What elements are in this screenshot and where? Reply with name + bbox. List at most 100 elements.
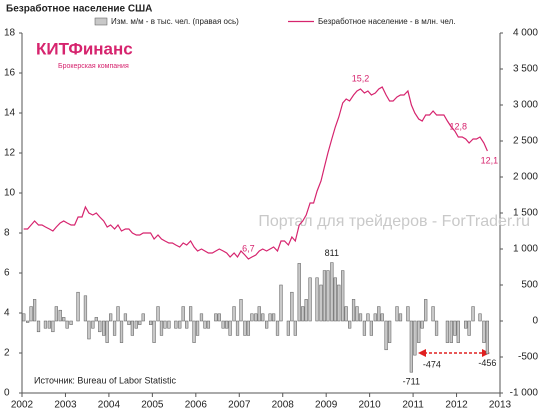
bar <box>293 320 297 336</box>
bar <box>434 320 439 336</box>
bar <box>87 320 91 340</box>
line-label: 15,2 <box>352 73 370 83</box>
y2-tick-label: 500 <box>521 280 538 291</box>
x-tick-label: 2006 <box>185 400 208 411</box>
bar <box>398 313 403 322</box>
bar <box>192 320 196 343</box>
bar <box>54 306 58 322</box>
y2-tick-label: -500 <box>518 352 538 363</box>
bar <box>250 313 254 322</box>
y-tick-label: 0 <box>4 388 10 399</box>
x-tick-label: 2010 <box>359 400 382 411</box>
bar <box>163 320 167 329</box>
y-tick-label: 6 <box>4 268 10 279</box>
logo-name: КИТФинанс <box>36 39 133 58</box>
bar <box>235 320 240 336</box>
bar <box>174 320 178 329</box>
bar <box>127 320 131 325</box>
legend-label: Безработное население - в млн. чел. <box>318 17 456 26</box>
bar <box>43 320 48 329</box>
bar <box>308 277 312 322</box>
bar <box>149 320 153 325</box>
x-tick-label: 2013 <box>489 400 512 411</box>
bar <box>417 320 421 343</box>
y2-tick-label: 2 000 <box>513 172 538 183</box>
bar <box>58 309 62 322</box>
bar-label: -456 <box>478 358 496 368</box>
bar <box>337 284 341 322</box>
bar <box>47 320 51 329</box>
y-tick-label: 14 <box>4 108 16 119</box>
line-label: 12,1 <box>481 155 499 165</box>
bar <box>358 313 363 322</box>
bar <box>167 320 171 329</box>
bar <box>326 270 330 322</box>
bar <box>275 320 280 336</box>
bar <box>467 320 471 336</box>
bar <box>178 320 182 329</box>
bar <box>406 306 410 322</box>
bar <box>388 320 392 343</box>
bar <box>384 320 388 351</box>
y2-tick-label: -1 000 <box>510 388 539 399</box>
bar <box>351 299 356 322</box>
bar <box>76 291 80 322</box>
bar <box>366 313 370 322</box>
bar <box>188 306 193 322</box>
bar-label: -474 <box>423 360 441 370</box>
line-label: 12,8 <box>450 121 468 131</box>
y2-tick-label: 2 500 <box>513 136 538 147</box>
bar <box>243 320 247 336</box>
bar <box>431 306 435 322</box>
bar <box>156 306 160 322</box>
line <box>23 86 488 260</box>
bar <box>116 306 120 322</box>
bar <box>98 320 102 333</box>
y-tick-label: 10 <box>4 188 16 199</box>
y2-tick-label: 1 000 <box>513 244 538 255</box>
bar <box>246 320 251 336</box>
bar <box>333 277 337 322</box>
x-tick-label: 2011 <box>402 400 424 411</box>
bar <box>36 320 41 333</box>
bar <box>109 313 113 322</box>
range-arrow <box>418 349 490 357</box>
y-tick-label: 18 <box>4 28 16 39</box>
bar <box>254 313 258 322</box>
bar <box>206 320 211 329</box>
chart-title: Безработное население США <box>6 3 152 15</box>
bar <box>65 320 69 329</box>
x-tick-label: 2005 <box>141 400 164 411</box>
bar-label: 811 <box>325 248 339 258</box>
y2-tick-label: 4 000 <box>513 28 538 39</box>
x-tick-label: 2003 <box>54 400 77 411</box>
bar <box>413 320 417 356</box>
bar <box>91 320 95 329</box>
bar <box>221 320 225 329</box>
bar <box>141 313 145 322</box>
bar <box>301 306 305 322</box>
x-tick-label: 2007 <box>228 400 251 411</box>
bar <box>159 320 164 336</box>
bar <box>330 262 334 322</box>
bar <box>83 295 88 322</box>
y-tick-label: 16 <box>4 68 16 79</box>
bar <box>348 320 352 329</box>
x-tick-label: 2009 <box>315 400 338 411</box>
bar <box>464 320 468 329</box>
bar <box>290 291 294 322</box>
bar <box>105 320 109 343</box>
bar <box>344 306 348 322</box>
bar <box>217 313 221 322</box>
y-tick-label: 12 <box>4 148 16 159</box>
y-tick-label: 8 <box>4 228 10 239</box>
watermark: Портал для трейдеров - ForTrader.ru <box>258 213 530 230</box>
bar <box>322 270 327 322</box>
bar <box>297 263 301 322</box>
bar <box>449 320 453 343</box>
bar <box>261 313 265 322</box>
logo-tagline: Брокерская компания <box>58 63 129 70</box>
bar <box>232 306 236 322</box>
bar <box>485 320 490 355</box>
bar <box>195 320 200 336</box>
